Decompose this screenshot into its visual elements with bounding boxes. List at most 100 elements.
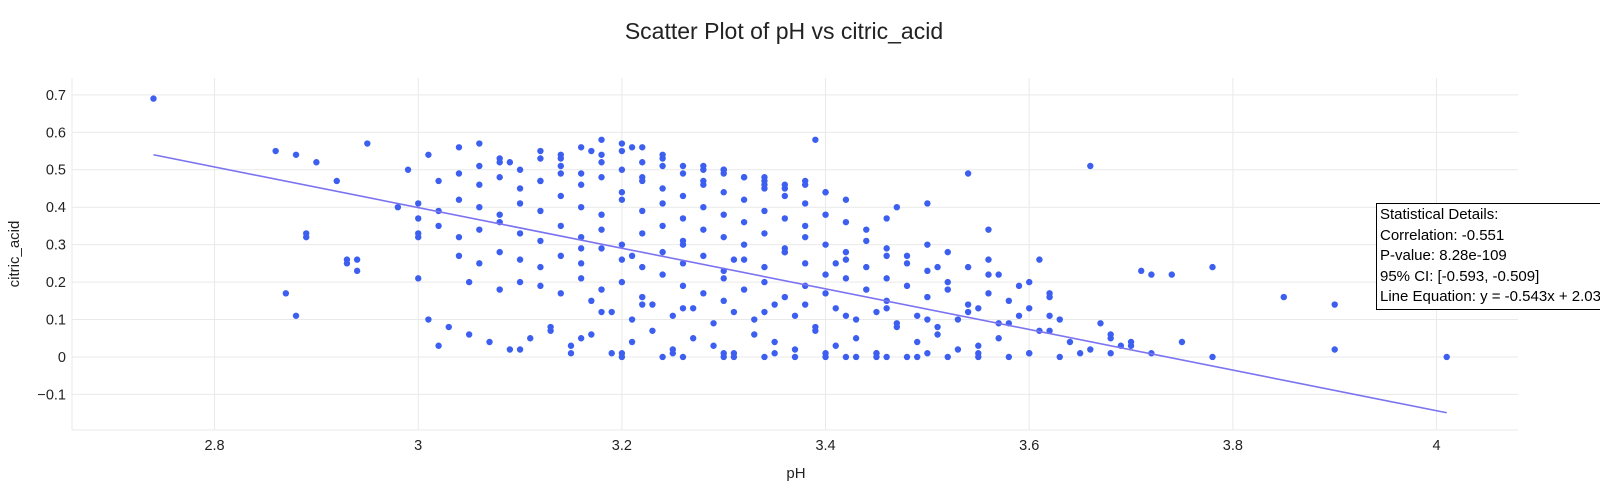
data-point [557,222,564,230]
data-point [985,226,992,233]
data-point [679,260,687,267]
data-point [791,353,799,361]
data-point [924,200,931,207]
data-point [516,166,524,173]
data-point [873,308,880,316]
data-point [486,338,493,346]
data-point [812,323,819,331]
data-point [1056,353,1063,361]
data-point [781,215,789,222]
data-point [598,174,605,181]
data-point [944,248,951,256]
data-point [1443,353,1450,361]
data-point [598,159,605,166]
data-point [1331,346,1338,353]
data-point [476,162,483,170]
data-point [1148,271,1155,278]
data-point [537,263,544,271]
data-point [1076,350,1084,357]
data-point [801,181,809,188]
data-point [598,308,605,316]
data-point [995,335,1002,342]
data-point [801,260,809,267]
data-point [700,252,707,260]
data-point [1127,342,1135,349]
data-point [740,286,748,293]
data-point [720,233,727,241]
data-point [435,177,442,185]
data-point [679,170,687,177]
data-point [1168,271,1175,278]
data-point [516,346,524,353]
x-tick-label: 3 [414,438,422,454]
data-point [822,350,829,357]
data-point [720,350,727,357]
data-point [913,353,921,361]
data-point [1036,256,1043,263]
data-point [822,241,829,248]
data-point [618,241,626,248]
data-point [985,290,992,297]
data-point [985,271,992,278]
data-point [842,275,850,282]
data-point [975,342,982,349]
data-point [873,350,880,357]
data-point [903,260,911,267]
data-point [516,200,524,207]
data-point [700,203,707,211]
data-point [801,200,809,207]
data-point [639,301,646,308]
data-point [659,200,666,207]
data-point [822,271,829,278]
data-point [516,278,524,286]
data-point [333,177,340,185]
data-point [516,185,524,192]
data-point [761,263,768,271]
data-point [852,316,860,323]
data-point [537,155,544,162]
data-point [954,346,962,353]
data-point [598,136,605,143]
data-point [608,350,615,357]
data-point [964,170,972,177]
data-point [700,162,707,170]
data-point [863,226,870,233]
data-point [781,293,789,301]
data-point [415,275,422,282]
data-point [924,241,931,248]
data-point [791,312,799,319]
data-point [1087,346,1094,353]
data-point [649,301,656,308]
data-point [771,350,778,357]
data-point [781,181,789,188]
x-tick-label: 3.4 [815,438,835,454]
regression-line [153,153,1447,414]
data-point [282,290,290,297]
data-point [292,151,300,158]
data-point [292,312,300,319]
data-point [659,162,666,170]
y-tick-label: 0 [58,350,66,366]
data-point [496,174,503,181]
data-point [577,203,585,211]
data-point [893,203,901,211]
data-point [710,320,717,327]
data-point [476,181,483,188]
data-point [527,335,534,342]
data-point [577,170,585,177]
data-point [639,230,646,237]
data-point [577,181,585,188]
data-point [537,237,544,245]
data-point [455,196,463,203]
x-tick-label: 3.2 [612,438,632,454]
data-point [832,305,839,312]
data-point [822,290,829,297]
data-point [628,252,636,260]
x-tick-label: 4 [1432,438,1440,454]
data-point [1026,305,1033,312]
data-point [751,331,758,338]
data-point [903,252,911,260]
data-point [679,241,687,248]
data-point [883,245,890,252]
data-point [710,342,717,349]
